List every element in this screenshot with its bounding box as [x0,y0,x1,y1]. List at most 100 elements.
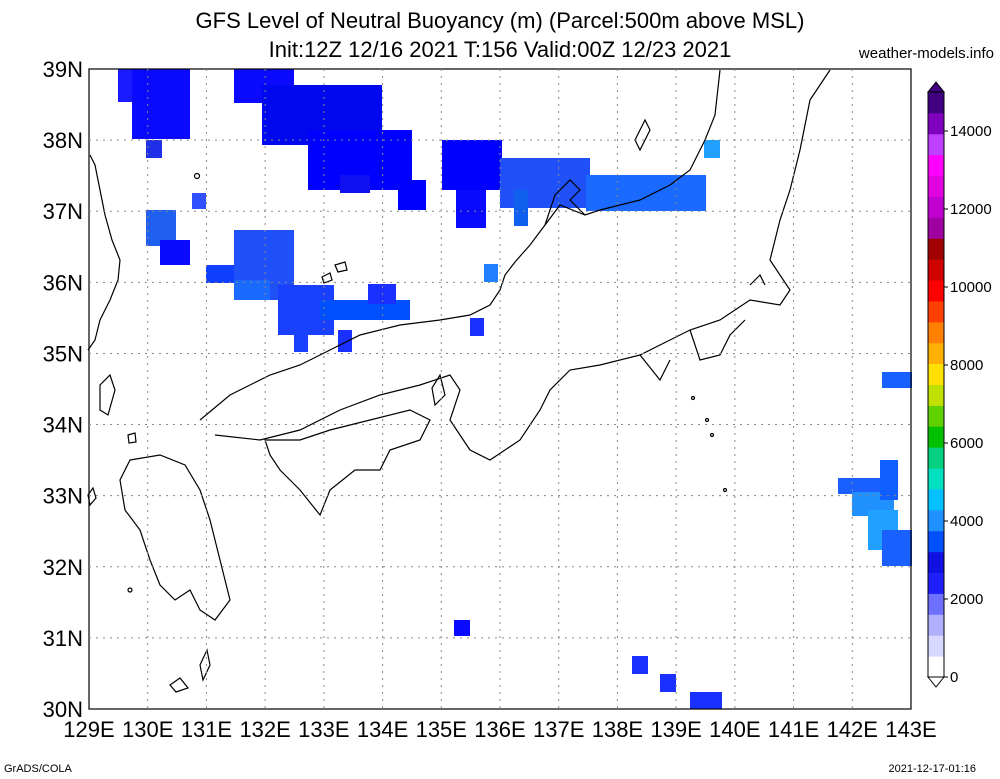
colorbar-segment [928,593,944,615]
colorbar-max-arrow [926,81,946,93]
colorbar-label: 6000 [950,435,983,452]
map-title: GFS Level of Neutral Buoyancy (m) (Parce… [195,8,805,33]
colorbar-segment [928,405,944,427]
lnb-cell [294,330,308,352]
colorbar-segment [928,384,944,406]
lon-label: 141E [768,717,819,742]
lat-label: 34N [43,413,83,438]
colorbar-segment [928,468,944,490]
colorbar-segment [928,635,944,657]
colorbar-segment [928,196,944,218]
lon-label: 134E [357,717,408,742]
lat-label: 33N [43,484,83,509]
colorbar-segment [928,551,944,574]
lon-label: 142E [827,717,878,742]
colorbar-outline [927,91,945,678]
lon-label: 132E [239,717,290,742]
lon-label: 133E [298,717,349,742]
colorbar-label: 12000 [950,201,992,218]
colorbar-label: 2000 [950,591,983,608]
lnb-cell [882,372,912,388]
lnb-cell [882,530,912,566]
graticule [89,69,911,709]
lat-label: 35N [43,341,83,366]
colorbar-segment [928,259,944,281]
colorbar-min-arrow [926,676,946,688]
lon-label: 138E [592,717,643,742]
software-credit: GrADS/COLA [4,763,72,775]
colorbar-segment [928,656,944,678]
colorbar-segment [928,572,944,594]
lnb-cell [632,656,648,674]
lnb-cell [192,193,206,209]
colorbar-segment [928,154,944,177]
lnb-cell [880,460,898,500]
colorbar: 0 2000 4000 6000 8000 10000 12000 14000 [926,81,992,688]
lnb-cell [132,69,190,139]
colorbar-segment [928,238,944,260]
colorbar-segment [928,342,944,365]
colorbar-label: 10000 [950,279,992,296]
lnb-cell [320,300,410,320]
lnb-cell [398,180,426,210]
lon-label: 135E [416,717,467,742]
lat-label: 30N [43,697,83,722]
lnb-cell [586,175,706,211]
lnb-cell [338,330,352,352]
lnb-cell [442,140,502,190]
lnb-cell [160,240,190,265]
lnb-cell [206,265,236,283]
colorbar-segment [928,426,944,448]
lon-label: 137E [533,717,584,742]
colorbar-segment [928,530,944,553]
coastlines [87,69,831,693]
colorbar-segment [928,175,944,197]
lon-label: 140E [709,717,760,742]
lnb-cell [454,620,470,636]
lon-label: 130E [122,717,173,742]
lon-label: 136E [474,717,525,742]
lnb-cell [368,284,396,304]
colorbar-segment [928,112,944,135]
lon-label: 131E [181,717,232,742]
lat-label: 38N [43,128,83,153]
lnb-cell [340,175,370,193]
lat-label: 31N [43,626,83,651]
lnb-cell [234,280,270,300]
lnb-cell [690,692,722,709]
colorbar-segment [928,509,944,532]
lnb-cell [500,158,590,208]
lat-label: 32N [43,555,83,580]
lnb-cell [660,674,676,692]
lat-label: 39N [43,57,83,82]
colorbar-segment [928,300,944,323]
lon-label: 139E [650,717,701,742]
colorbar-label: 8000 [950,357,983,374]
lon-label: 143E [885,717,936,742]
lnb-cell [470,318,484,336]
colorbar-label: 0 [950,669,958,686]
colorbar-segment [928,488,944,511]
lnb-cell [484,264,498,282]
colorbar-segment [928,133,944,156]
colorbar-segment [928,92,944,114]
lnb-field [118,69,912,709]
timestamp: 2021-12-17-01:16 [888,763,976,775]
colorbar-segment [928,280,944,302]
colorbar-segment [928,321,944,344]
latitude-labels: 39N 38N 37N 36N 35N 34N 33N 32N 31N 30N [43,57,83,722]
lnb-cell [146,140,162,158]
lnb-cell [514,190,528,226]
colorbar-segment [928,614,944,636]
map-subtitle: Init:12Z 12/16 2021 T:156 Valid:00Z 12/2… [268,37,732,62]
colorbar-segment [928,447,944,469]
colorbar-segment [928,363,944,385]
longitude-labels: 129E 130E 131E 132E 133E 134E 135E 136E 137E 138E… [63,717,936,742]
lat-label: 36N [43,270,83,295]
colorbar-label: 14000 [950,123,992,140]
colorbar-segment [928,217,944,239]
lat-label: 37N [43,199,83,224]
lnb-cell [704,140,720,158]
lnb-cell [456,190,486,228]
